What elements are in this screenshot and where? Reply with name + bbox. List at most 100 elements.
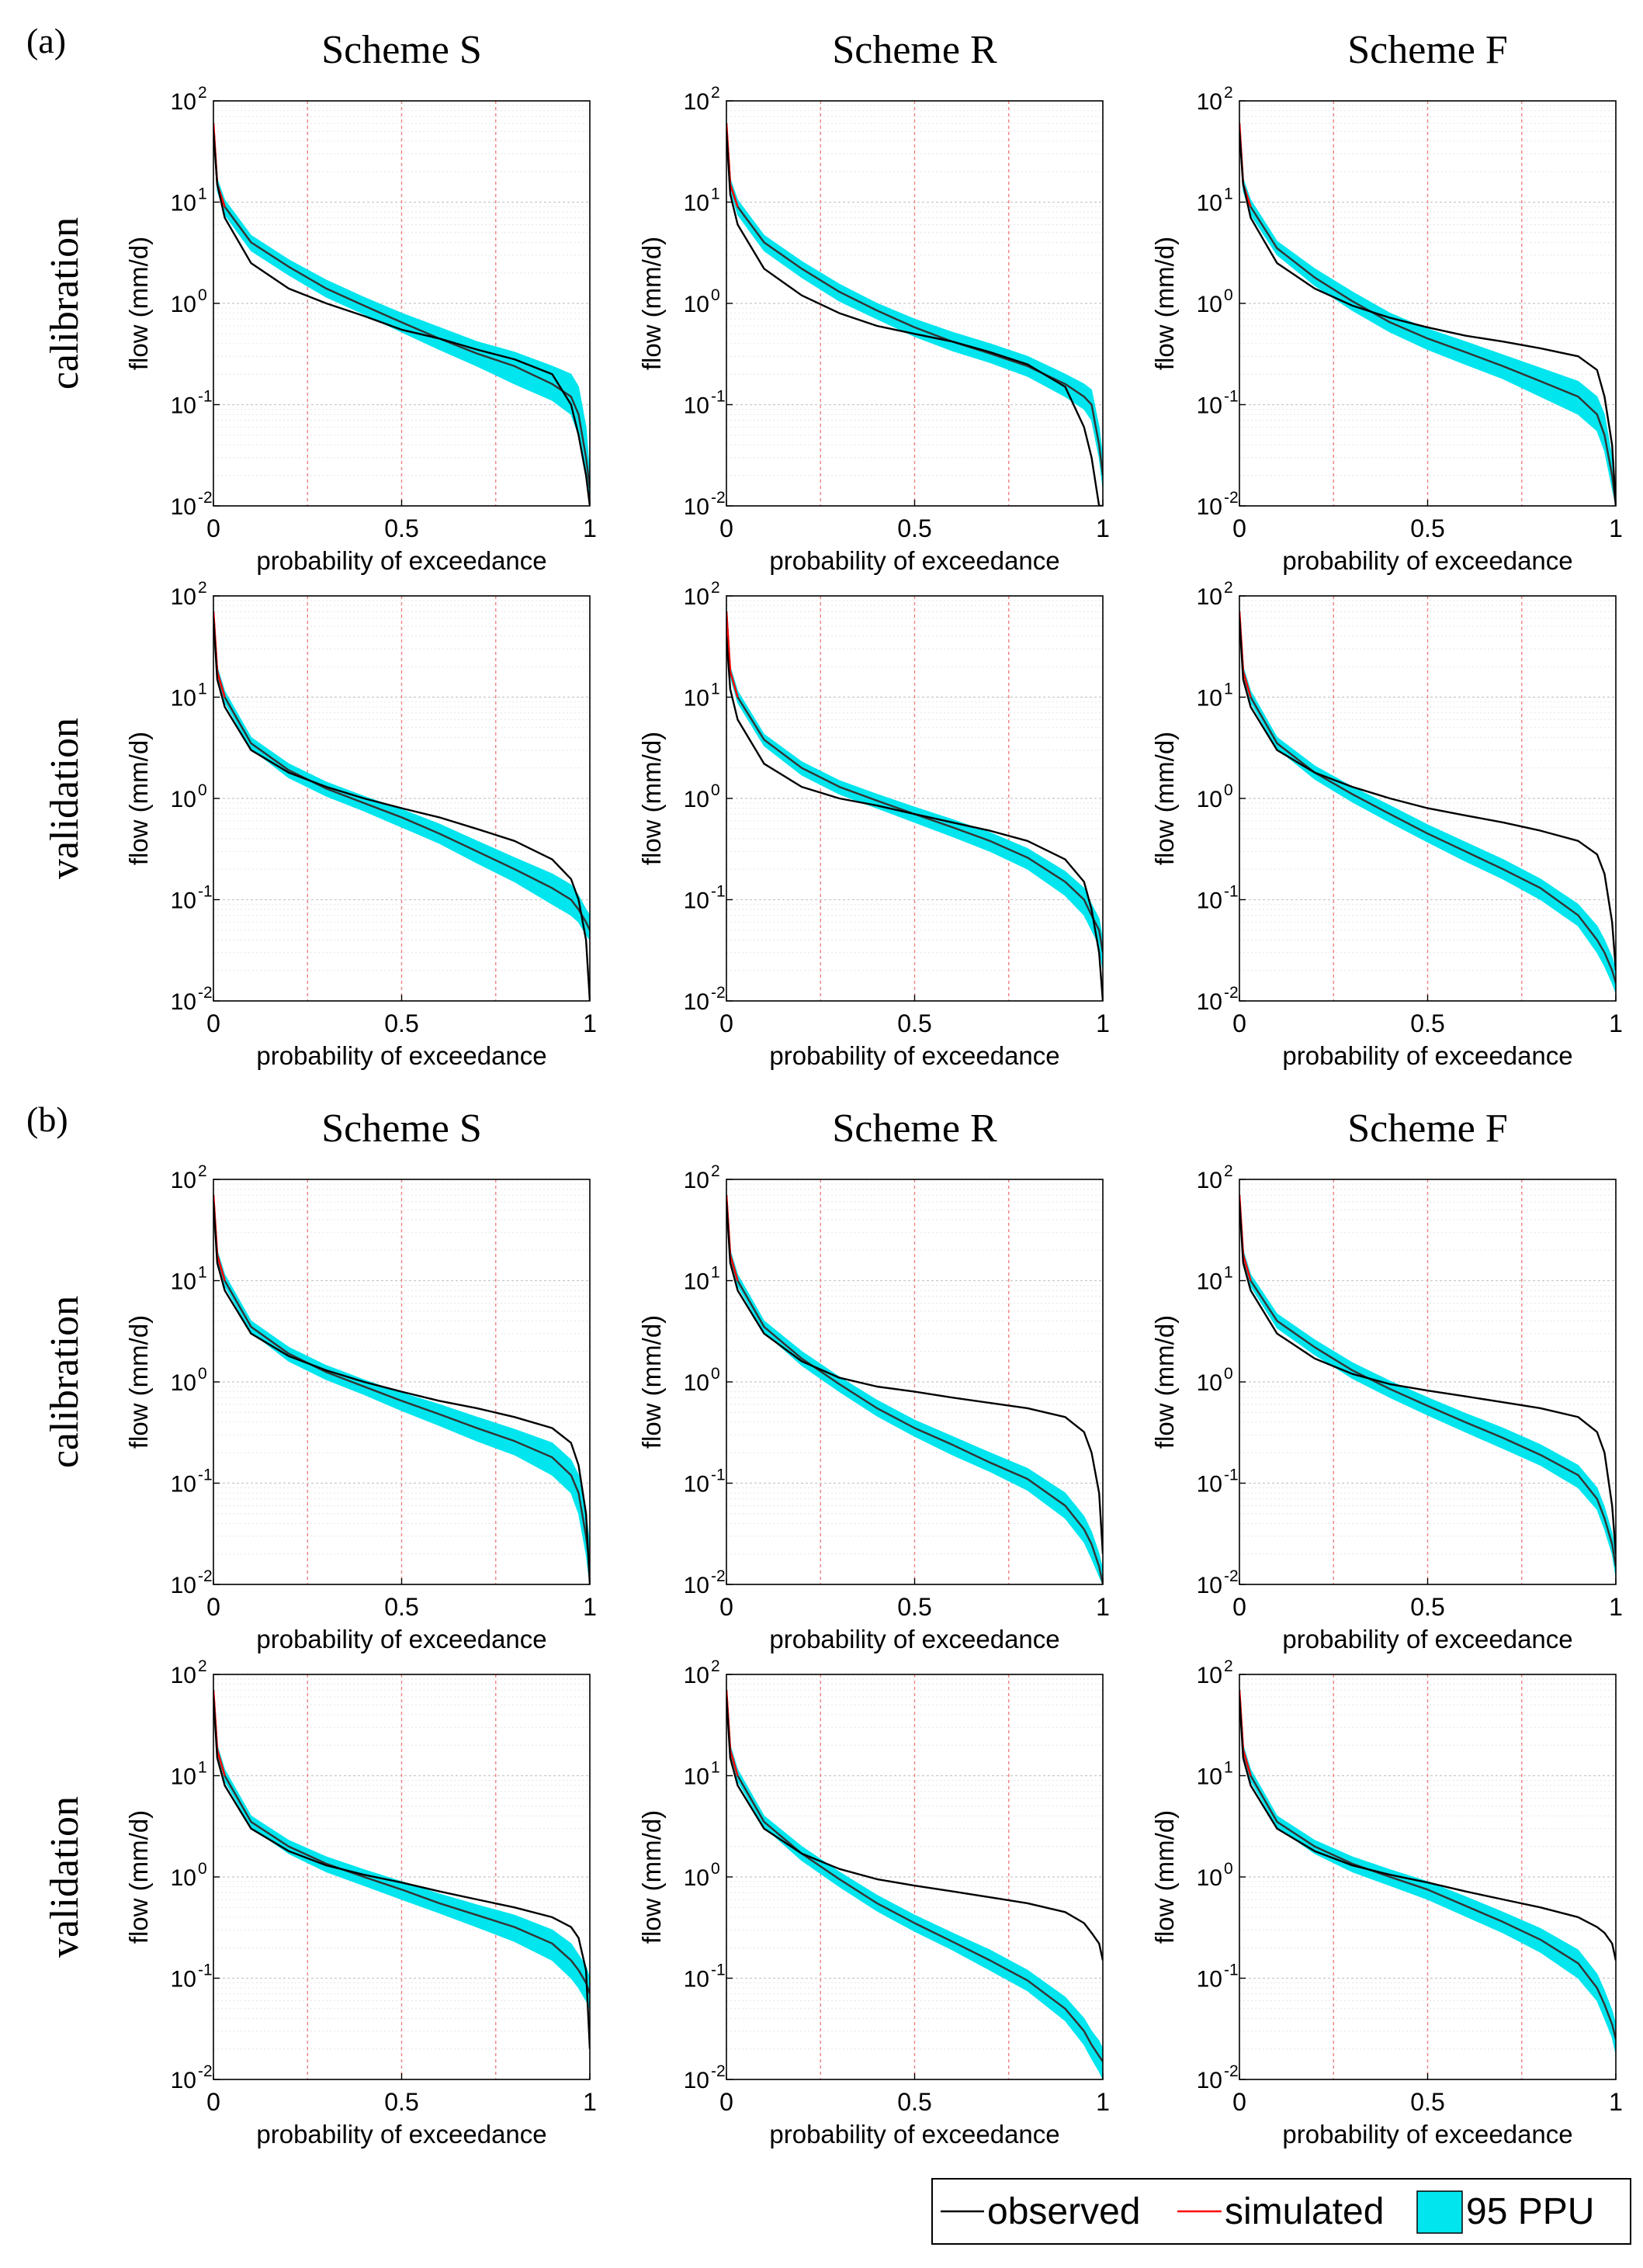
y-tick-exponent: 2 (198, 84, 207, 102)
y-tick-label: 10 (684, 686, 709, 712)
plot-area (726, 119, 1103, 506)
x-tick-label: 1 (1096, 2088, 1110, 2116)
x-axis-label: probability of exceedance (256, 1041, 546, 1070)
y-tick-exponent: 2 (711, 1162, 720, 1180)
column-header: Scheme S (321, 1106, 482, 1151)
x-tick-label: 1 (1609, 1009, 1623, 1037)
y-tick-label: 10 (1197, 1967, 1222, 1993)
x-axis-label: probability of exceedance (1282, 1041, 1572, 1070)
plot-area (1239, 119, 1616, 506)
simulated-median-line (726, 123, 1103, 476)
y-tick-label: 10 (171, 1573, 196, 1598)
y-tick-label: 10 (1197, 888, 1222, 914)
y-tick-exponent: -2 (711, 489, 726, 507)
y-tick-exponent: 1 (1224, 185, 1233, 203)
y-axis-label: flow (mm/d) (124, 732, 153, 865)
y-tick-label: 10 (1197, 1865, 1222, 1891)
simulated-median-line (726, 1690, 1103, 2062)
y-tick-exponent: 1 (1224, 1264, 1233, 1282)
y-tick-exponent: 1 (198, 680, 207, 698)
y-tick-label: 10 (171, 989, 196, 1015)
y-tick-label: 10 (1197, 584, 1222, 610)
observed-line (213, 1201, 590, 1584)
x-axis-label: probability of exceedance (769, 546, 1059, 575)
y-axis-label: flow (mm/d) (637, 237, 666, 370)
row-label: validation (43, 718, 87, 879)
x-tick-label: 1 (583, 514, 597, 542)
y-tick-exponent: 1 (711, 680, 720, 698)
y-tick-exponent: 0 (1224, 286, 1233, 304)
y-tick-exponent: 0 (198, 286, 207, 304)
x-tick-label: 0 (1232, 1009, 1246, 1037)
observed-line (726, 1201, 1103, 1554)
y-tick-exponent: 0 (711, 286, 720, 304)
y-tick-exponent: -1 (711, 1466, 726, 1484)
y-tick-exponent: -1 (1224, 883, 1239, 901)
x-tick-label: 1 (583, 1593, 597, 1621)
y-tick-label: 10 (1197, 292, 1222, 317)
observed-line (213, 618, 590, 1001)
y-tick-exponent: -2 (198, 2062, 213, 2080)
observed-line (726, 635, 1103, 1001)
x-tick-label: 0.5 (1410, 1593, 1444, 1621)
ppu-band (726, 608, 1103, 971)
y-tick-exponent: 2 (1224, 84, 1233, 102)
simulated-median-line (1239, 123, 1616, 506)
x-tick-label: 0 (206, 1009, 220, 1037)
simulated-median-line (1239, 1195, 1616, 1567)
y-tick-exponent: -1 (198, 1466, 213, 1484)
y-tick-label: 10 (1197, 89, 1222, 115)
x-tick-label: 0.5 (897, 1593, 931, 1621)
x-axis-label: probability of exceedance (769, 2120, 1059, 2149)
x-tick-label: 0.5 (384, 514, 418, 542)
x-tick-label: 0 (206, 1593, 220, 1621)
y-tick-label: 10 (684, 2068, 709, 2093)
y-tick-label: 10 (1197, 1663, 1222, 1688)
observed-line (1239, 618, 1616, 971)
y-tick-label: 10 (1197, 1573, 1222, 1598)
row-label: calibration (43, 1296, 87, 1468)
y-tick-label: 10 (171, 1663, 196, 1688)
legend: observed simulated 95 PPU (931, 2178, 1631, 2245)
y-axis-label: flow (mm/d) (124, 237, 153, 370)
simulated-median-line (213, 1690, 590, 1995)
plot-area (726, 1686, 1103, 2079)
y-tick-label: 10 (171, 584, 196, 610)
y-tick-exponent: -2 (1224, 984, 1239, 1002)
x-tick-label: 1 (1609, 514, 1623, 542)
y-tick-exponent: 2 (711, 579, 720, 597)
column-header: Scheme R (832, 28, 997, 72)
y-tick-exponent: 2 (1224, 1162, 1233, 1180)
simulated-median-line (213, 123, 590, 489)
simulated-median-line (726, 611, 1103, 953)
y-axis-label: flow (mm/d) (637, 1315, 666, 1449)
x-axis-label: probability of exceedance (256, 2120, 546, 2149)
x-tick-label: 0 (206, 2088, 220, 2116)
plot-area (1239, 608, 1616, 993)
y-tick-label: 10 (684, 1663, 709, 1688)
y-tick-label: 10 (1197, 2068, 1222, 2093)
x-tick-label: 0.5 (384, 1009, 418, 1037)
y-tick-label: 10 (684, 1168, 709, 1193)
y-tick-exponent: -2 (711, 1567, 726, 1585)
row-label: calibration (43, 217, 87, 390)
y-axis-label: flow (mm/d) (1150, 1810, 1179, 1944)
x-tick-label: 1 (1609, 1593, 1623, 1621)
ppu-band (726, 1686, 1103, 2079)
y-tick-label: 10 (171, 686, 196, 712)
x-tick-label: 0 (719, 1593, 733, 1621)
observed-line (726, 131, 1103, 506)
y-tick-exponent: 0 (1224, 1365, 1233, 1383)
y-tick-exponent: -1 (711, 388, 726, 406)
x-axis-label: probability of exceedance (769, 1041, 1059, 1070)
y-tick-exponent: 0 (1224, 781, 1233, 799)
ppu-band (213, 1191, 590, 1584)
simulated-line (726, 611, 739, 698)
observed-line (1239, 131, 1616, 506)
y-tick-exponent: -2 (711, 984, 726, 1002)
